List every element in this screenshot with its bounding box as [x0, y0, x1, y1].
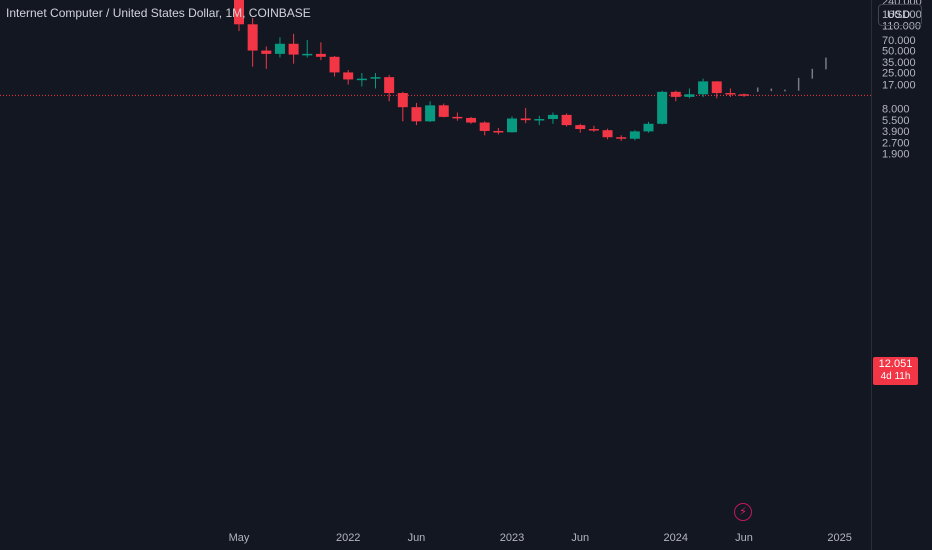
- candle-body: [616, 137, 627, 139]
- candle-body: [588, 129, 599, 131]
- last-price-badge: 12.051 4d 11h: [873, 357, 918, 385]
- currency-button[interactable]: USD: [878, 4, 922, 26]
- x-tick-label: Jun: [408, 532, 426, 544]
- y-tick-label: 2.700: [882, 138, 910, 150]
- candle-body: [684, 94, 695, 97]
- candle-body: [547, 114, 558, 120]
- y-tick-label: 35.000: [882, 57, 916, 69]
- candle-body: [438, 105, 449, 117]
- candle-body: [725, 93, 736, 95]
- y-tick-label: 8.000: [882, 103, 910, 115]
- candle-body: [466, 117, 477, 123]
- candle-body: [739, 94, 750, 96]
- y-tick-label: 50.000: [882, 46, 916, 58]
- candle-body: [452, 116, 463, 119]
- last-price-value: 12.051: [878, 358, 913, 370]
- candle-body: [629, 131, 640, 139]
- candle-body: [329, 56, 340, 73]
- candle-body: [315, 53, 326, 57]
- candle-body: [534, 119, 545, 121]
- candle-body: [561, 114, 572, 126]
- y-tick-label: 70.000: [882, 35, 916, 47]
- lightning-bolt-icon[interactable]: ⚡: [734, 503, 752, 521]
- candle-body: [384, 77, 395, 94]
- candle-body: [507, 118, 517, 133]
- candle-body: [493, 130, 504, 133]
- candle-body: [397, 93, 408, 108]
- x-tick-label: 2025: [827, 532, 851, 544]
- candle-body: [670, 91, 681, 97]
- x-tick-label: May: [229, 532, 250, 544]
- candle-body: [520, 118, 531, 121]
- candle-body: [711, 81, 722, 94]
- y-tick-label: 25.000: [882, 67, 916, 79]
- candle-body: [657, 91, 668, 124]
- candle-body: [247, 24, 258, 51]
- candle-body: [302, 53, 313, 56]
- candle-body: [343, 72, 354, 80]
- bar-countdown: 4d 11h: [880, 371, 911, 382]
- candle-body: [261, 50, 272, 54]
- candle-body: [234, 0, 244, 25]
- price-axis-separator: [871, 0, 872, 550]
- candle-body: [602, 130, 613, 138]
- candle-body: [411, 107, 422, 122]
- y-tick-label: 160.000: [882, 9, 922, 21]
- symbol-title: Internet Computer / United States Dollar…: [6, 6, 311, 20]
- candle-body: [356, 78, 367, 81]
- y-tick-label: 1.900: [882, 149, 910, 161]
- y-tick-label: 17.000: [882, 80, 916, 92]
- x-tick-label: Jun: [735, 532, 753, 544]
- x-tick-label: Jun: [571, 532, 589, 544]
- x-tick-label: 2022: [336, 532, 360, 544]
- y-tick-label: 110.000: [882, 21, 921, 33]
- x-tick-label: 2024: [664, 532, 688, 544]
- candle-body: [643, 123, 654, 132]
- candle-body: [370, 77, 381, 79]
- candle-body: [479, 122, 490, 131]
- candle-body: [425, 105, 436, 122]
- candle-body: [575, 125, 586, 130]
- candle-body: [274, 43, 285, 54]
- x-tick-label: 2023: [500, 532, 524, 544]
- candle-body: [698, 81, 709, 95]
- y-tick-label: 5.500: [882, 115, 910, 127]
- y-tick-label: 3.900: [882, 126, 910, 138]
- candle-body: [288, 43, 299, 55]
